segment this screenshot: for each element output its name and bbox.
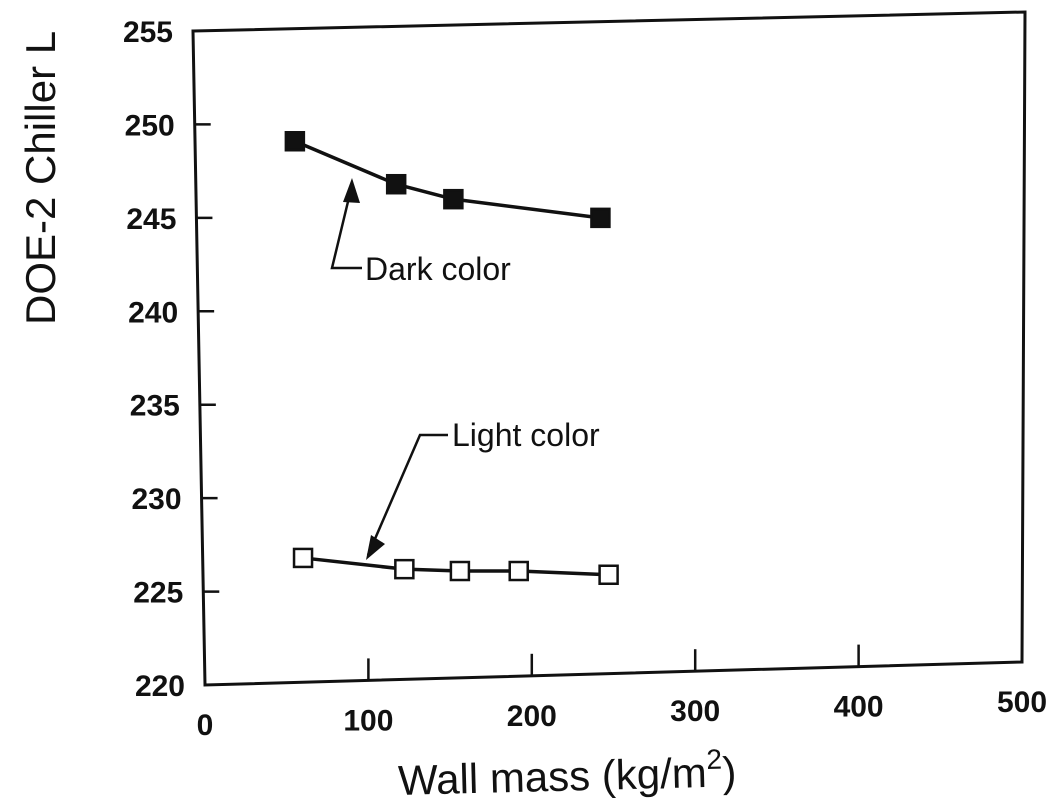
light-color-marker xyxy=(292,547,314,569)
x-axis-title-main: Wall mass (kg/m xyxy=(397,749,707,803)
light-color-marker xyxy=(598,564,619,586)
dark-color-annotation: Dark color xyxy=(330,178,511,287)
light-color-marker xyxy=(394,558,415,580)
plot-frame xyxy=(191,10,1027,687)
y-tick-label: 225 xyxy=(133,577,183,610)
dark-color-marker xyxy=(590,207,611,229)
x-axis-title-sup: 2 xyxy=(706,744,722,775)
x-axis: 0 100 200 300 400 500 xyxy=(197,644,1047,742)
y-axis-title: DOE-2 Chiller L xyxy=(17,31,64,325)
y-tick-label: 240 xyxy=(128,296,178,329)
light-color-leader-line xyxy=(366,433,448,556)
light-color-marker xyxy=(449,560,471,582)
x-axis-title-tail: ) xyxy=(722,748,737,795)
x-axis-title: Wall mass (kg/m2) xyxy=(397,743,737,803)
y-tick-label: 255 xyxy=(123,16,173,49)
light-color-series xyxy=(292,547,619,586)
x-tick-label: 100 xyxy=(343,704,393,737)
light-color-marker xyxy=(508,560,529,582)
light-color-arrowhead xyxy=(366,535,385,560)
y-tick-label: 220 xyxy=(135,670,185,703)
y-axis: 220 225 230 235 240 245 250 255 xyxy=(123,16,220,703)
dark-color-marker xyxy=(385,173,407,195)
dark-color-series xyxy=(284,130,611,229)
light-color-label: Light color xyxy=(452,417,600,453)
x-tick-label: 0 xyxy=(197,709,214,742)
y-tick-label: 230 xyxy=(132,483,182,516)
dark-color-label: Dark color xyxy=(365,251,511,287)
y-tick-label: 245 xyxy=(126,203,176,236)
y-tick-label: 235 xyxy=(130,390,180,423)
x-tick-label: 500 xyxy=(997,686,1047,719)
x-tick-label: 200 xyxy=(507,700,557,733)
y-tick-label: 250 xyxy=(125,109,175,142)
dark-color-leader-line xyxy=(330,184,362,270)
light-color-annotation: Light color xyxy=(366,417,600,560)
dark-color-arrowhead xyxy=(343,178,360,203)
x-tick-label: 400 xyxy=(834,691,884,724)
dark-color-marker xyxy=(284,130,306,152)
dark-color-marker xyxy=(443,188,464,210)
x-tick-label: 300 xyxy=(670,695,720,728)
dark-color-line xyxy=(294,139,601,220)
